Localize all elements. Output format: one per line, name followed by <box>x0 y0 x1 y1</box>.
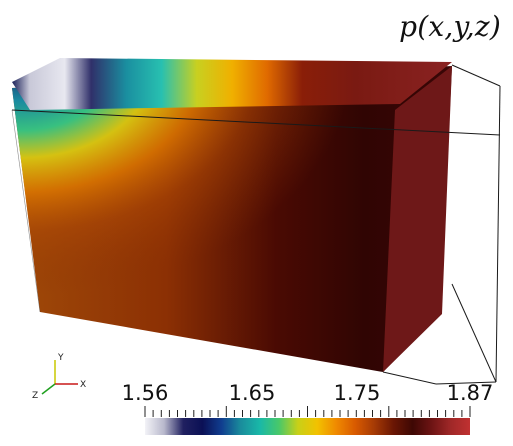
axis-z-label: Z <box>32 391 38 401</box>
axis-x-label: X <box>80 380 86 390</box>
colorbar-label-min: 1.56 <box>121 381 169 405</box>
top-slab <box>12 58 452 110</box>
front-face <box>12 66 452 372</box>
right-face <box>383 66 452 372</box>
slice-line <box>11 109 501 136</box>
slice-line-2 <box>11 109 41 313</box>
colorbar-label-2: 1.65 <box>228 381 276 405</box>
colorbar-label-max: 1.87 <box>446 381 494 405</box>
plot-title: p(x,y,z) <box>399 10 501 43</box>
colorbar-label-3: 1.75 <box>333 381 381 405</box>
axis-y-label: Y <box>57 353 64 363</box>
axes-triad: Y X Z <box>32 353 86 401</box>
colorbar-gradient <box>145 418 470 435</box>
colorbar-ticks <box>144 406 471 417</box>
colorbar <box>144 406 471 435</box>
